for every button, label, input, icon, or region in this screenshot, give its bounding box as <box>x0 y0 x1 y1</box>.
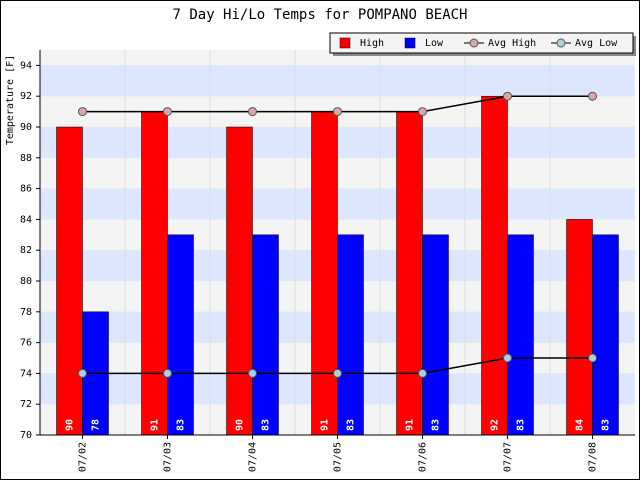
legend-swatch <box>404 37 416 49</box>
x-tick-label: 07/04 <box>248 442 259 472</box>
legend-swatch <box>339 37 351 49</box>
bar <box>507 234 534 436</box>
y-tick-label: 80 <box>20 276 32 287</box>
y-tick-label: 92 <box>20 91 32 102</box>
x-tick-label: 07/03 <box>163 442 174 472</box>
marker <box>418 368 427 378</box>
y-tick-label: 82 <box>20 245 32 256</box>
marker <box>588 91 597 101</box>
marker <box>163 368 172 378</box>
data-label: 83 <box>516 419 527 431</box>
y-tick-label: 86 <box>20 184 32 195</box>
data-label: 83 <box>601 419 612 431</box>
y-tick-label: 72 <box>20 399 32 410</box>
bar <box>396 111 423 436</box>
x-tick-label: 07/05 <box>333 442 344 472</box>
data-label: 83 <box>346 419 357 431</box>
data-label: 92 <box>490 419 501 431</box>
y-tick-label: 76 <box>20 338 32 349</box>
data-label: 84 <box>575 419 586 431</box>
data-label: 83 <box>261 419 272 431</box>
y-tick-label: 94 <box>20 60 32 71</box>
x-tick-label: 07/07 <box>503 442 514 472</box>
bar <box>422 234 449 436</box>
data-label: 90 <box>235 419 246 431</box>
chart-title: 7 Day Hi/Lo Temps for POMPANO BEACH <box>172 7 467 23</box>
legend-marker <box>469 38 479 48</box>
marker <box>78 368 87 378</box>
bar <box>337 234 364 436</box>
marker <box>248 107 257 117</box>
bar <box>481 95 508 436</box>
data-label: 91 <box>320 419 331 431</box>
marker <box>588 353 597 363</box>
marker <box>503 91 512 101</box>
marker <box>418 107 427 117</box>
bar <box>56 126 83 436</box>
x-tick-label: 07/06 <box>418 442 429 472</box>
legend-label: Avg High <box>488 38 536 49</box>
marker <box>333 107 342 117</box>
y-tick-label: 90 <box>20 122 32 133</box>
data-label: 83 <box>176 419 187 431</box>
y-tick-label: 88 <box>20 153 32 164</box>
y-tick-label: 70 <box>20 430 32 441</box>
legend-marker <box>556 38 566 48</box>
legend-label: High <box>360 38 384 49</box>
y-tick-label: 74 <box>20 368 32 379</box>
bar <box>252 234 279 436</box>
data-label: 90 <box>65 419 76 431</box>
y-axis-label: Temperature [F] <box>5 55 16 145</box>
marker <box>78 107 87 117</box>
marker <box>503 353 512 363</box>
y-tick-label: 84 <box>20 214 32 225</box>
bar <box>141 111 168 436</box>
legend-label: Low <box>425 38 444 49</box>
stripe <box>40 65 635 97</box>
data-label: 91 <box>150 419 161 431</box>
data-label: 83 <box>431 419 442 431</box>
bar <box>311 111 338 436</box>
bar <box>566 219 593 436</box>
bar <box>226 126 253 436</box>
data-label: 78 <box>91 419 102 431</box>
x-tick-label: 07/02 <box>78 442 89 472</box>
marker <box>248 368 257 378</box>
bar <box>167 234 194 436</box>
y-tick-label: 78 <box>20 307 32 318</box>
data-label: 91 <box>405 419 416 431</box>
bar <box>592 234 619 436</box>
marker <box>333 368 342 378</box>
legend-label: Avg Low <box>575 38 618 49</box>
marker <box>163 107 172 117</box>
x-tick-label: 07/08 <box>588 442 599 472</box>
